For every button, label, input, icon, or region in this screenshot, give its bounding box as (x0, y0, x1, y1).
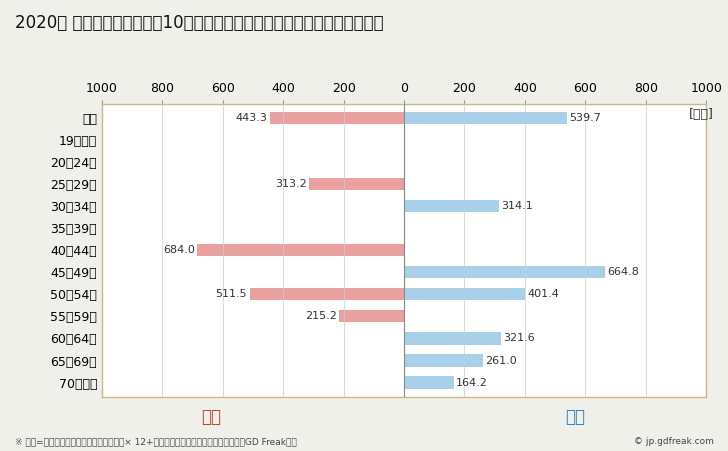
Text: 2020年 民間企業（従業者数10人以上）フルタイム労働者の男女別平均年収: 2020年 民間企業（従業者数10人以上）フルタイム労働者の男女別平均年収 (15, 14, 383, 32)
Text: 215.2: 215.2 (305, 312, 336, 322)
Text: © jp.gdfreak.com: © jp.gdfreak.com (633, 437, 713, 446)
Text: 261.0: 261.0 (486, 355, 517, 365)
Bar (309, 178, 404, 190)
Bar (404, 332, 501, 345)
Text: 539.7: 539.7 (569, 113, 601, 123)
Text: 313.2: 313.2 (275, 179, 307, 189)
Bar (404, 200, 499, 212)
Text: [万円]: [万円] (689, 108, 713, 121)
Bar (404, 354, 483, 367)
Bar (250, 288, 404, 300)
Text: 314.1: 314.1 (502, 201, 533, 211)
Bar (404, 377, 454, 389)
Bar (404, 266, 605, 278)
Bar (197, 244, 404, 256)
Text: 664.8: 664.8 (607, 267, 639, 277)
Bar (404, 288, 526, 300)
Bar (404, 112, 567, 124)
Bar (270, 112, 404, 124)
Text: ※ 年収=「きまって支給する現金給与額」× 12+「年間賞与その他特別給与額」としてGD Freak推計: ※ 年収=「きまって支給する現金給与額」× 12+「年間賞与その他特別給与額」と… (15, 437, 296, 446)
Bar (339, 310, 404, 322)
Text: 女性: 女性 (201, 408, 221, 426)
Text: 164.2: 164.2 (456, 377, 488, 387)
Text: 401.4: 401.4 (528, 290, 560, 299)
Text: 男性: 男性 (565, 408, 585, 426)
Text: 684.0: 684.0 (163, 245, 195, 255)
Text: 443.3: 443.3 (236, 113, 268, 123)
Text: 511.5: 511.5 (215, 290, 247, 299)
Text: 321.6: 321.6 (504, 333, 535, 344)
